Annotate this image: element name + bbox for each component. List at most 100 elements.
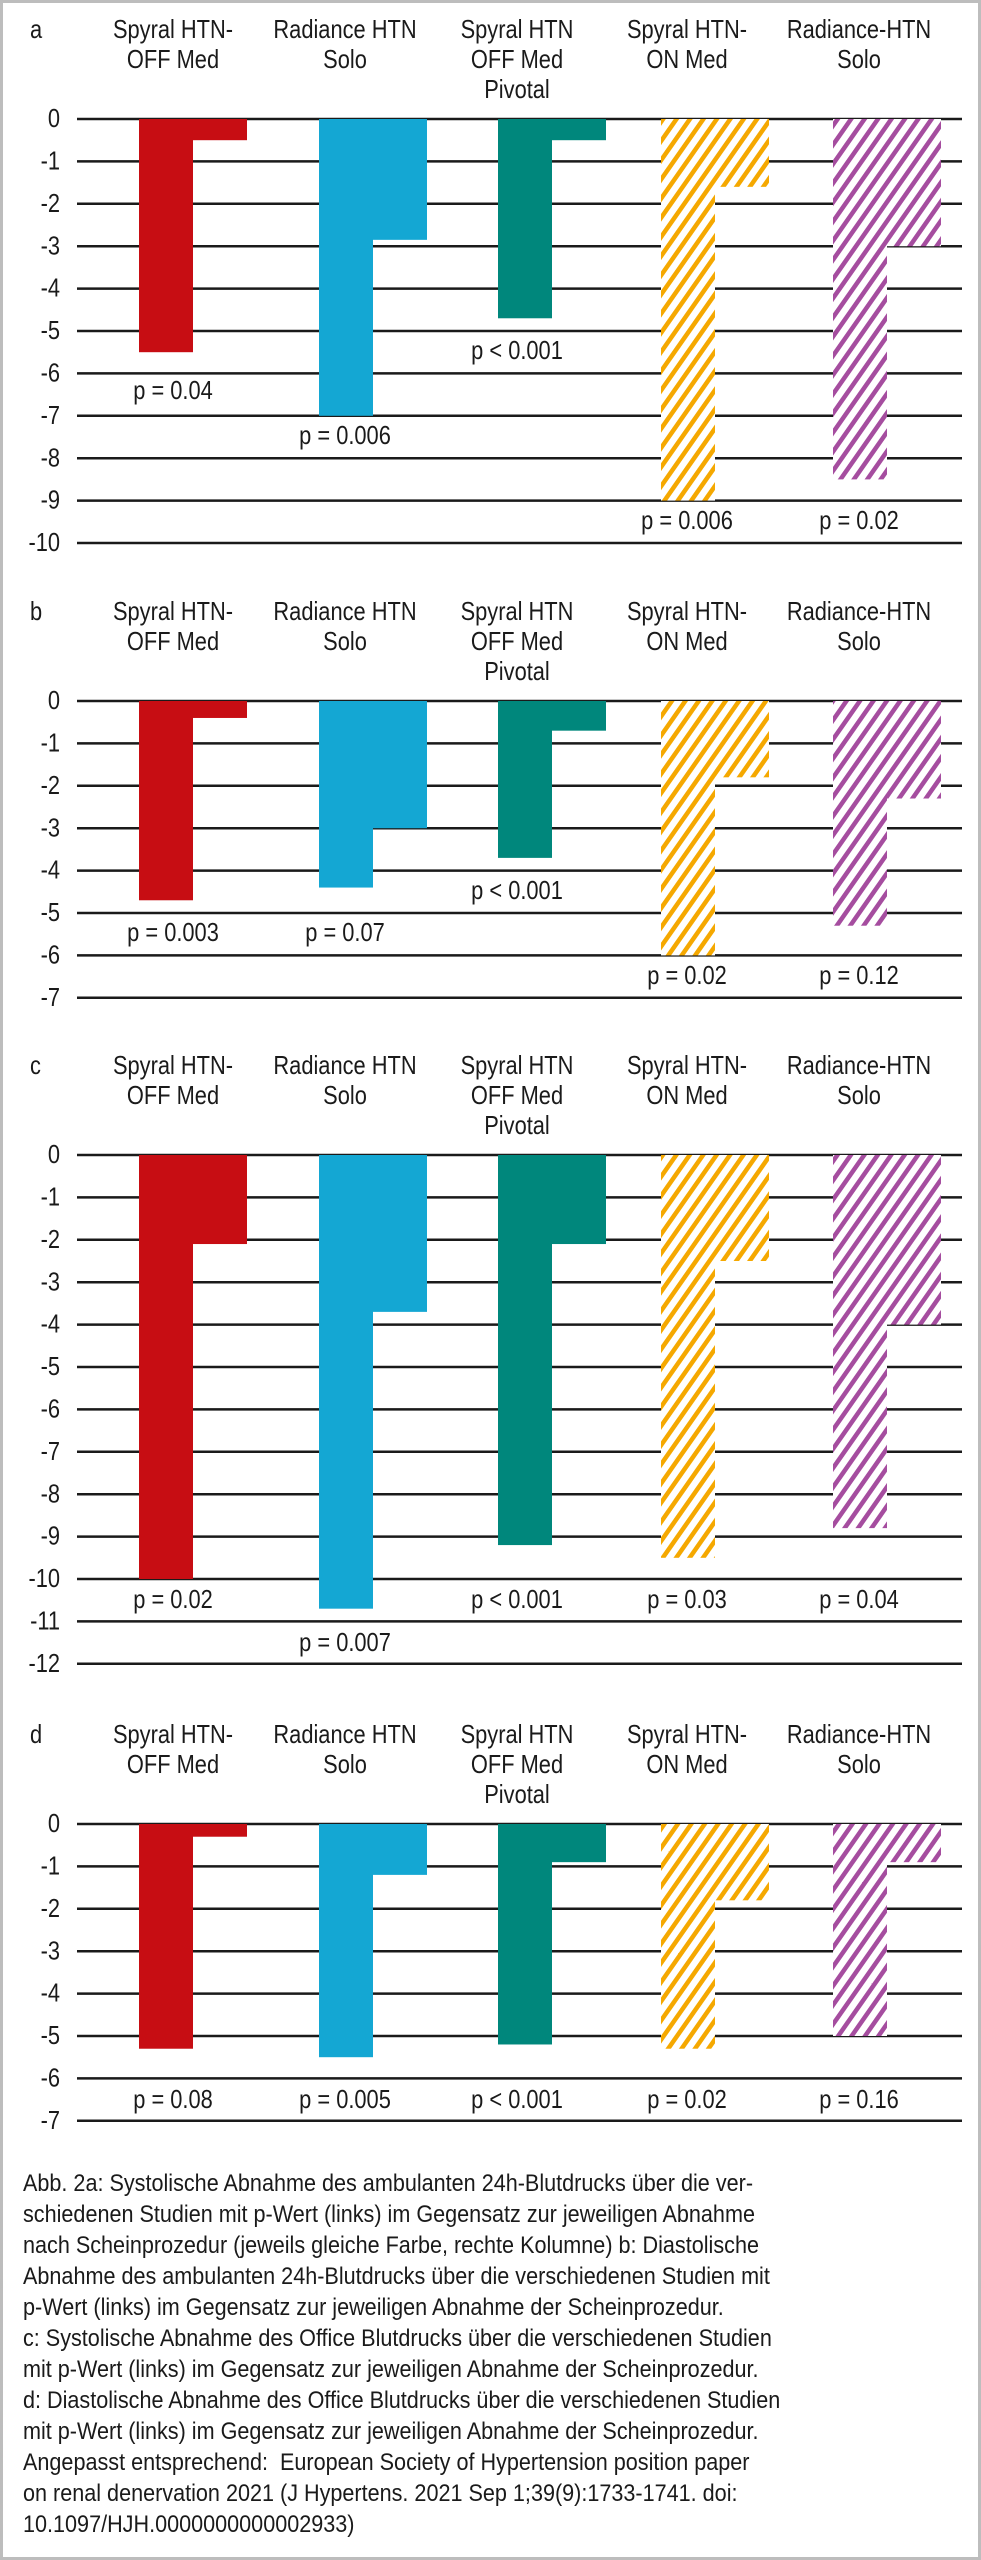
y-tick-label: 0 bbox=[48, 1809, 60, 1838]
category-label: ON Med bbox=[646, 1750, 727, 1779]
bar-sham bbox=[715, 701, 769, 778]
p-value-label: p < 0.001 bbox=[471, 1585, 563, 1614]
y-tick-label: -7 bbox=[41, 1437, 60, 1466]
bar-study bbox=[498, 1824, 552, 2045]
category-label: Solo bbox=[837, 1750, 881, 1779]
bar-study bbox=[661, 701, 715, 956]
bar-sham bbox=[552, 1155, 606, 1245]
p-value-label: p = 0.02 bbox=[647, 961, 727, 990]
p-value-label: p = 0.07 bbox=[305, 918, 385, 947]
bar-study bbox=[319, 119, 373, 416]
caption-line: d: Diastolische Abnahme des Office Blutd… bbox=[23, 2387, 781, 2414]
category-label: ON Med bbox=[646, 627, 727, 656]
category-label: ON Med bbox=[646, 45, 727, 74]
p-value-label: p = 0.006 bbox=[641, 506, 733, 535]
category-label: Radiance HTN bbox=[273, 1720, 416, 1749]
category-label: Solo bbox=[323, 45, 367, 74]
bar-sham bbox=[193, 1824, 247, 1837]
figure-caption: Abb. 2a: Systolische Abnahme des ambulan… bbox=[23, 2168, 923, 2540]
caption-line: schiedenen Studien mit p-Wert (links) im… bbox=[23, 2201, 755, 2228]
category-label: Solo bbox=[837, 627, 881, 656]
y-tick-label: -4 bbox=[41, 1979, 60, 2008]
bar-sham bbox=[887, 1155, 941, 1325]
bar-study bbox=[319, 1155, 373, 1609]
bar-study bbox=[661, 1155, 715, 1558]
y-tick-label: -5 bbox=[41, 898, 60, 927]
category-label: Radiance-HTN bbox=[787, 1720, 931, 1749]
category-label: Spyral HTN- bbox=[113, 597, 233, 626]
p-value-label: p = 0.003 bbox=[127, 918, 219, 947]
bar-study bbox=[139, 1155, 193, 1579]
bar-sham bbox=[552, 701, 606, 731]
p-value-label: p = 0.04 bbox=[133, 376, 213, 405]
y-tick-label: -9 bbox=[41, 1522, 60, 1551]
category-label: Radiance-HTN bbox=[787, 1051, 931, 1080]
bar-study bbox=[319, 701, 373, 888]
bar-study bbox=[139, 701, 193, 901]
category-label: Radiance-HTN bbox=[787, 15, 931, 44]
caption-line: p-Wert (links) im Gegensatz zur jeweilig… bbox=[23, 2294, 724, 2321]
category-label: OFF Med bbox=[471, 45, 563, 74]
category-label: OFF Med bbox=[471, 1081, 563, 1110]
bar-study bbox=[833, 1155, 887, 1529]
category-label: Spyral HTN- bbox=[113, 1051, 233, 1080]
bar-sham bbox=[715, 119, 769, 187]
y-tick-label: 0 bbox=[48, 1140, 60, 1169]
y-tick-label: -6 bbox=[41, 2064, 60, 2093]
y-tick-label: 0 bbox=[48, 686, 60, 715]
y-tick-label: -1 bbox=[41, 147, 60, 176]
bar-sham bbox=[887, 119, 941, 247]
category-label: Radiance HTN bbox=[273, 15, 416, 44]
caption-line: nach Scheinprozedur (jeweils gleiche Far… bbox=[23, 2232, 759, 2259]
y-tick-label: -3 bbox=[41, 232, 60, 261]
category-label: Solo bbox=[323, 1750, 367, 1779]
bar-study bbox=[498, 1155, 552, 1546]
category-label: Spyral HTN- bbox=[627, 1720, 747, 1749]
y-tick-label: -1 bbox=[41, 1183, 60, 1212]
y-tick-label: -3 bbox=[41, 1268, 60, 1297]
category-label: Spyral HTN- bbox=[627, 15, 747, 44]
p-value-label: p = 0.02 bbox=[819, 506, 899, 535]
category-label: Radiance HTN bbox=[273, 597, 416, 626]
category-label: OFF Med bbox=[471, 627, 563, 656]
bar-sham bbox=[552, 119, 606, 141]
category-label: Pivotal bbox=[484, 75, 550, 104]
bar-study bbox=[139, 1824, 193, 2049]
y-tick-label: -11 bbox=[30, 1607, 60, 1636]
panel-label: c bbox=[30, 1051, 41, 1080]
category-label: OFF Med bbox=[127, 45, 219, 74]
bar-study bbox=[661, 1824, 715, 2049]
caption-line: mit p-Wert (links) im Gegensatz zur jewe… bbox=[23, 2356, 759, 2383]
p-value-label: p = 0.08 bbox=[133, 2085, 213, 2114]
bar-study bbox=[139, 119, 193, 353]
category-label: ON Med bbox=[646, 1081, 727, 1110]
category-label: Spyral HTN- bbox=[113, 15, 233, 44]
p-value-label: p < 0.001 bbox=[471, 336, 563, 365]
category-label: Spyral HTN bbox=[461, 15, 574, 44]
panel-label: a bbox=[30, 15, 43, 44]
y-tick-label: -6 bbox=[41, 1395, 60, 1424]
caption-line: Abnahme des ambulanten 24h-Blutdrucks üb… bbox=[23, 2263, 770, 2290]
chart-panel-c: c 0 -1 -2 -3 -4 -5 -6 -7 -8 -9 -10 -11 -12 Spyral HTN-… bbox=[28, 1051, 962, 1678]
bar-sham bbox=[373, 701, 427, 829]
y-tick-label: -12 bbox=[28, 1649, 60, 1678]
y-tick-label: -3 bbox=[41, 1937, 60, 1966]
bar-sham bbox=[373, 1824, 427, 1875]
p-value-label: p = 0.007 bbox=[299, 1628, 391, 1657]
category-label: OFF Med bbox=[127, 1750, 219, 1779]
category-label: Pivotal bbox=[484, 1780, 550, 1809]
caption-line: Abb. 2a: Systolische Abnahme des ambulan… bbox=[23, 2170, 754, 2197]
category-label: Spyral HTN- bbox=[627, 597, 747, 626]
p-value-label: p = 0.005 bbox=[299, 2085, 391, 2114]
y-tick-label: -7 bbox=[41, 401, 60, 430]
p-value-label: p = 0.12 bbox=[819, 961, 899, 990]
category-label: Solo bbox=[323, 1081, 367, 1110]
y-tick-label: -9 bbox=[41, 486, 60, 515]
category-label: Solo bbox=[837, 45, 881, 74]
category-label: Solo bbox=[323, 627, 367, 656]
p-value-label: p = 0.02 bbox=[647, 2085, 727, 2114]
panel-label: d bbox=[30, 1720, 42, 1749]
